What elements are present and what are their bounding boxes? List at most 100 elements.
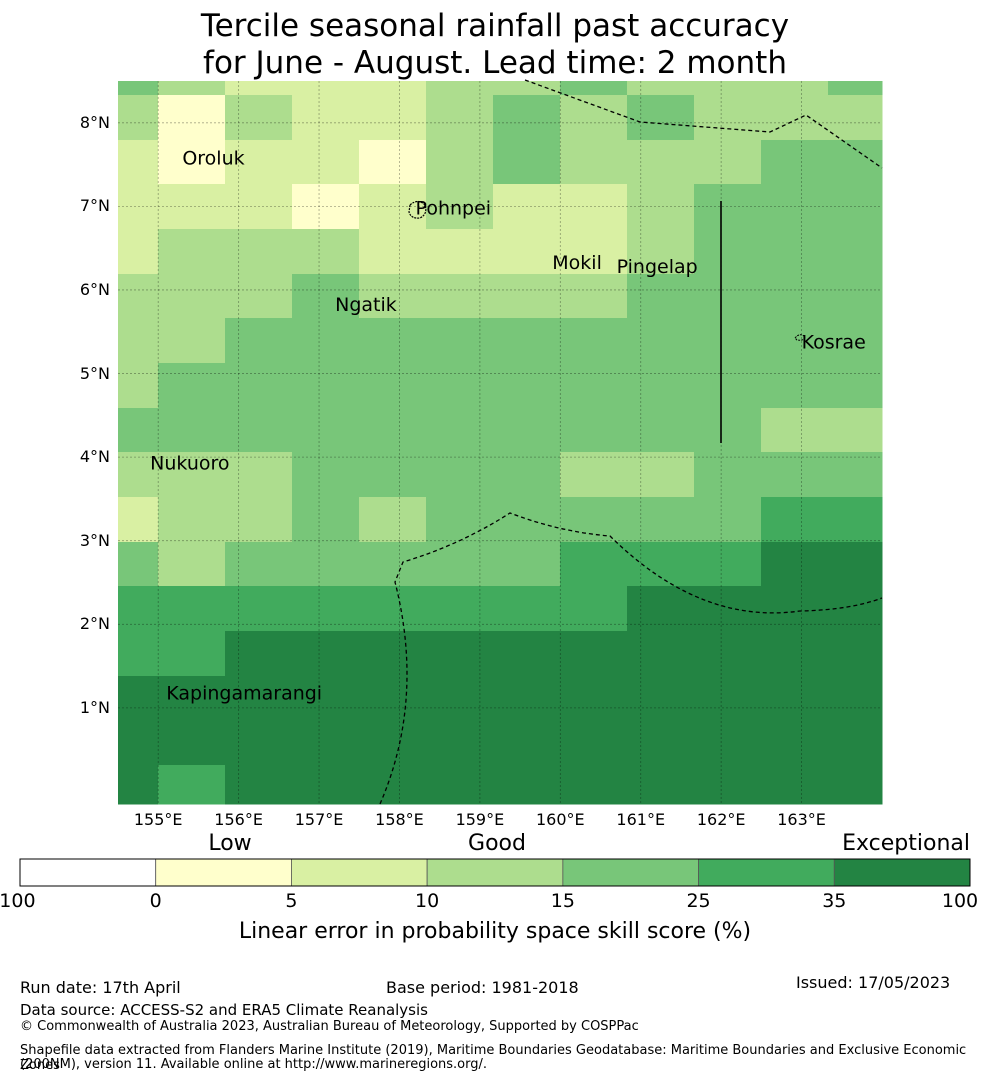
skill-cell <box>493 631 561 677</box>
skill-cell <box>426 318 494 364</box>
colorbar-segment <box>19 858 157 887</box>
pohnpei-coastline <box>408 200 427 219</box>
skill-cell <box>761 140 829 185</box>
skill-cell <box>225 95 293 141</box>
skill-cell <box>292 95 360 141</box>
skill-cell <box>426 95 494 141</box>
longitude-tick-label: 160°E <box>535 810 585 829</box>
latitude-tick-label: 7°N <box>79 196 110 216</box>
skill-cell <box>627 140 695 185</box>
skill-cell <box>292 140 360 185</box>
skill-cell <box>359 408 427 453</box>
skill-cell <box>225 184 293 230</box>
skill-cell <box>627 676 695 766</box>
skill-cell <box>292 229 360 275</box>
skill-cell <box>493 542 561 587</box>
skill-cell <box>761 95 829 141</box>
skill-cell <box>292 81 360 96</box>
skill-cell <box>493 95 561 141</box>
latitude-tick-label: 2°N <box>79 614 110 634</box>
skill-cell <box>828 765 883 805</box>
skill-grid <box>118 81 883 805</box>
skill-cell <box>761 452 829 498</box>
skill-cell <box>493 676 561 766</box>
skill-cell <box>694 676 762 766</box>
skill-cell <box>560 542 628 587</box>
skill-cell <box>292 408 360 453</box>
skill-cell <box>359 497 427 543</box>
eez-boundary-north <box>524 79 883 169</box>
skill-cell <box>493 363 561 409</box>
skill-cell <box>694 363 762 409</box>
skill-cell <box>292 497 360 543</box>
colorbar-category-label: Good <box>468 831 526 856</box>
skill-cell <box>158 452 226 498</box>
latitude-tick-label: 1°N <box>79 697 110 717</box>
skill-cell <box>118 95 159 141</box>
skill-cell <box>158 542 226 587</box>
shapefile-credit-line-2: (200NM), version 11. Available online at… <box>20 1057 488 1072</box>
skill-cell <box>426 497 494 543</box>
skill-cell <box>560 274 628 319</box>
skill-cell <box>761 497 829 543</box>
skill-cell <box>560 586 628 632</box>
colorbar-tick-label: 100 <box>941 890 979 912</box>
colorbar-category-label: Low <box>208 831 252 856</box>
skill-cell <box>493 140 561 185</box>
skill-cell <box>828 586 883 632</box>
skill-cell <box>359 631 427 677</box>
place-label: Pingelap <box>617 256 698 278</box>
skill-cell <box>292 363 360 409</box>
skill-cell <box>118 318 159 364</box>
skill-cell <box>828 95 883 141</box>
skill-cell <box>761 676 829 766</box>
skill-cell <box>225 542 293 587</box>
skill-cell <box>694 81 762 96</box>
skill-cell <box>560 81 628 96</box>
skill-cell <box>158 765 226 805</box>
skill-cell <box>828 542 883 587</box>
skill-cell <box>359 452 427 498</box>
colorbar-tick-label: 10 <box>415 890 440 912</box>
longitude-tick-label: 163°E <box>777 810 826 829</box>
place-label: Oroluk <box>182 148 244 170</box>
skill-cell <box>828 318 883 364</box>
skill-cell <box>426 184 494 230</box>
base-period: Base period: 1981-2018 <box>386 978 579 997</box>
skill-cell <box>493 318 561 364</box>
skill-cell <box>426 274 494 319</box>
place-label: Ngatik <box>335 294 397 316</box>
colorbar-outline <box>19 858 971 887</box>
skill-cell <box>118 542 159 587</box>
skill-cell <box>118 497 159 543</box>
chart-title-line-2: for June - August. Lead time: 2 month <box>203 45 787 81</box>
skill-cell <box>359 184 427 230</box>
skill-cell <box>761 274 829 319</box>
skill-cell <box>560 765 628 805</box>
skill-cell <box>118 229 159 275</box>
skill-cell <box>828 140 883 185</box>
skill-cell <box>627 631 695 677</box>
skill-cell <box>761 542 829 587</box>
copyright: © Commonwealth of Australia 2023, Austra… <box>20 1019 639 1034</box>
colorbar-segment <box>291 858 428 887</box>
skill-cell <box>118 765 159 805</box>
skill-cell <box>560 229 628 275</box>
skill-cell <box>426 676 494 766</box>
skill-cell <box>694 542 762 587</box>
skill-cell <box>292 184 360 230</box>
skill-cell <box>828 631 883 677</box>
skill-cell <box>118 452 159 498</box>
skill-cell <box>158 140 226 185</box>
colorbar-segment <box>426 858 564 887</box>
skill-cell <box>118 408 159 453</box>
skill-cell <box>292 631 360 677</box>
colorbar-tick-label: 0 <box>149 890 162 912</box>
skill-cell <box>292 676 360 766</box>
skill-cell <box>225 363 293 409</box>
place-label: Pohnpei <box>416 198 492 220</box>
skill-cell <box>761 631 829 677</box>
skill-cell <box>493 81 561 96</box>
skill-cell <box>158 586 226 632</box>
skill-cell <box>493 586 561 632</box>
